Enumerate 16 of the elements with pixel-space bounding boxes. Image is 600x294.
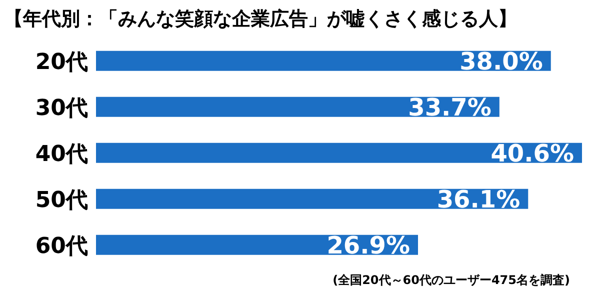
data-label: 33.7% [408, 93, 492, 122]
data-label: 38.0% [460, 47, 543, 76]
data-label: 36.1% [436, 185, 520, 214]
data-label: 40.6% [490, 139, 574, 168]
bar [96, 188, 528, 209]
y-tick-label: 20代 [35, 50, 88, 75]
data-label: 26.9% [326, 231, 410, 260]
bar [96, 50, 551, 71]
y-tick-label: 40代 [35, 142, 88, 167]
y-tick-label: 30代 [35, 96, 88, 121]
text: (全国20代～60代のユーザー475名を調査) [332, 272, 571, 289]
bar [96, 96, 500, 117]
chart-title: 【年代別：「みんな笑顔な企業広告」が嘘くさく感じる人】 [3, 7, 518, 32]
y-tick-label: 60代 [35, 234, 88, 259]
y-tick-label: 50代 [35, 188, 88, 213]
bar [96, 142, 582, 163]
